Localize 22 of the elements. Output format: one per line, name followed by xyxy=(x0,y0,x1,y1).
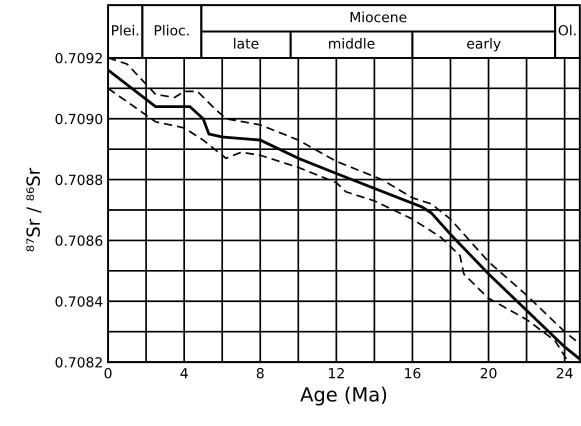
text: late xyxy=(234,38,258,49)
x-tick-label: 16 xyxy=(405,368,420,378)
x-tick-label: 24 xyxy=(556,368,573,378)
x-tick-label: 8 xyxy=(256,368,264,378)
y-tick-label: 0.7092 xyxy=(56,52,102,64)
x-tick-label: 12 xyxy=(329,368,344,378)
text: Ol. xyxy=(558,24,576,36)
text: Plioc. xyxy=(154,24,189,36)
x-tick-label: 0 xyxy=(104,368,112,378)
y-tick-label: 0.7090 xyxy=(56,114,102,124)
text: Plei. xyxy=(112,24,138,36)
y-tick-label: 0.7084 xyxy=(56,296,102,307)
x-tick-label: 4 xyxy=(180,368,188,378)
text: early xyxy=(467,38,501,52)
x-axis-title: Age (Ma) xyxy=(300,386,386,406)
y-tick-label: 0.7088 xyxy=(56,174,102,186)
y-axis-title: ⁸⁷Sr / ⁸⁶Sr xyxy=(26,168,42,252)
y-tick-label: 0.7086 xyxy=(56,235,102,246)
x-tick-label: 20 xyxy=(480,368,496,378)
text: middle xyxy=(329,38,374,49)
y-tick-label: 0.7082 xyxy=(56,357,102,368)
text: Miocene xyxy=(350,12,406,22)
